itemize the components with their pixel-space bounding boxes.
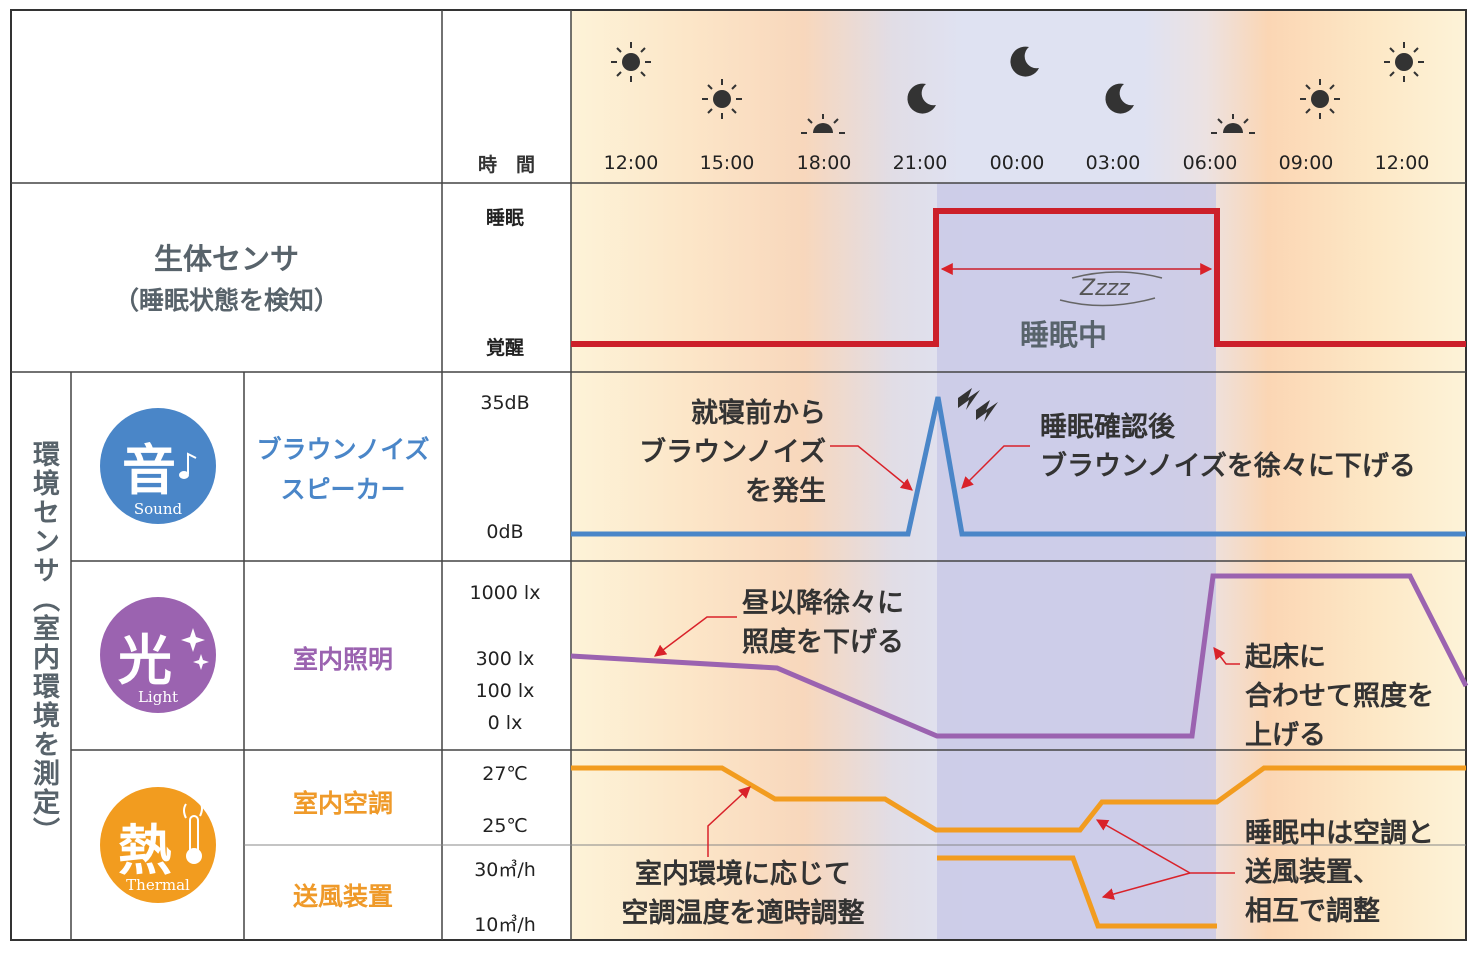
light-badge-kanji: 光 [118,628,172,692]
ac-temperature-line [571,765,1466,833]
axis-1000lx: 1000 lx [469,582,541,604]
sound-badge-english: Sound [133,500,183,518]
light-badge-english: Light [137,688,179,706]
device-name: 送風装置 [292,882,393,911]
thermal-badge [100,787,216,903]
axis-35db: 35dB [480,392,530,414]
axis-awake: 覚醒 [485,337,524,359]
axis-0lx: 0 lx [487,712,523,734]
env-sensor-label: 環境センサ（室内環境を測定） [28,440,59,846]
time-tick: 00:00 [989,152,1045,174]
axis-27c: 27℃ [482,763,528,785]
sun-icon [702,79,742,119]
time-header-label: 時 間 [478,154,536,176]
sunrise-icon [1211,114,1255,134]
note-light-dim: 昼以降徐々に 照度を下げる [742,588,904,658]
note-thermal-adjust: 室内環境に応じて 空調温度を適時調整 [621,859,865,929]
axis-0db: 0dB [486,521,524,543]
device-name: スピーカー [280,475,406,504]
illuminance-line [570,573,1469,739]
time-tick: 21:00 [892,152,948,174]
annotation-arrows [654,445,1240,900]
note-thermal-mutual: 睡眠中は空調と 送風装置、 相互で調整 [1245,818,1434,927]
moon-star-icon [1010,46,1039,77]
note-light-rise: 起床に 合わせて照度を 上げる [1245,642,1434,751]
time-tick: 18:00 [796,152,852,174]
thermal-badge-english: Thermal [126,876,190,894]
sound-badge-kanji: 音 [122,438,176,502]
sparkle-icon [181,628,209,670]
sunset-icon [801,114,845,134]
axis-30m3h: 30㎥/h [474,859,536,881]
device-name: 室内空調 [292,789,393,818]
brown-noise-line [571,396,1466,537]
axis-sleep: 睡眠 [485,207,524,229]
light-badge [100,597,216,713]
thermometer-icon [183,801,203,864]
bio-sensor-subtitle: （睡眠状態を検知） [113,286,339,315]
axis-300lx: 300 lx [475,648,535,670]
sound-badge [100,408,216,524]
time-tick: 06:00 [1182,152,1238,174]
sleeping-label: 睡眠中 [1020,318,1108,352]
time-tick: 12:00 [1374,152,1430,174]
axis-100lx: 100 lx [475,680,535,702]
sun-icon [1384,42,1424,82]
moon-icon [907,83,936,114]
zzz-wave-icon [1059,271,1163,307]
axis-10m3h: 10㎥/h [474,914,536,936]
time-tick: 09:00 [1278,152,1334,174]
sun-icon [1300,79,1340,119]
fan-airflow-line [937,855,1217,929]
device-name: 室内照明 [292,645,393,674]
zzz-label: Zzzz [1080,276,1130,301]
moon-icon [1105,83,1134,114]
note-sound-after: 睡眠確認後 ブラウンノイズを徐々に下げる [1040,412,1416,482]
sun-icon [611,42,651,82]
axis-25c: 25℃ [482,815,528,837]
thermal-badge-kanji: 熱 [118,818,172,882]
time-tick: 12:00 [603,152,659,174]
sleep-state-line [571,208,1466,347]
music-note-icon [179,452,197,479]
time-tick: 03:00 [1085,152,1141,174]
time-tick: 15:00 [699,152,755,174]
device-name: ブラウンノイズ [256,435,430,464]
bio-sensor-title: 生体センサ [153,242,299,276]
note-sound-before: 就寝前から ブラウンノイズ を発生 [639,398,826,507]
sound-burst-icon [958,388,998,422]
table-grid [11,10,1466,940]
